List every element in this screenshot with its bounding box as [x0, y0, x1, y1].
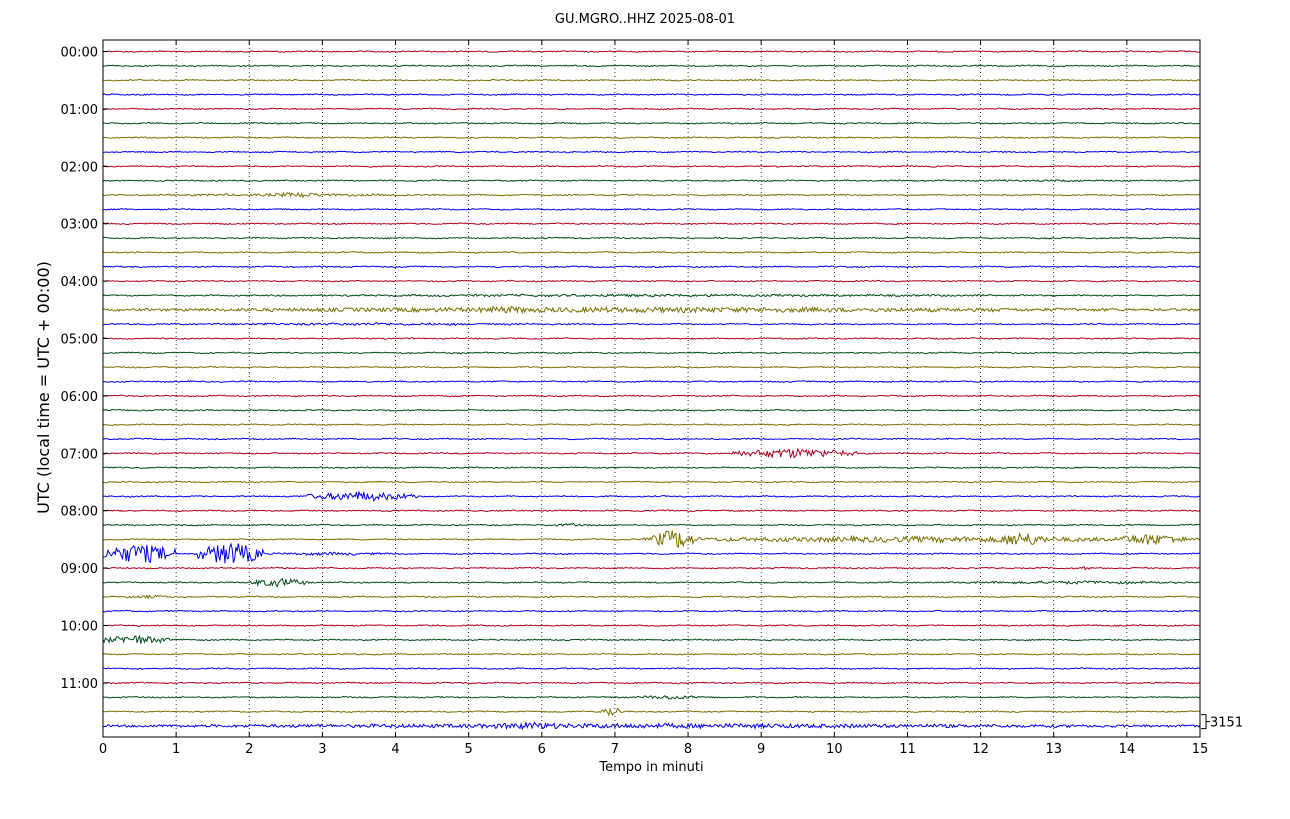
scale-bar: 3151 [1201, 714, 1243, 731]
y-tick-label: 02:00 [61, 160, 98, 175]
trace-23 [102, 380, 1201, 383]
x-tick-label: 4 [391, 742, 399, 757]
trace-29 [102, 466, 1201, 470]
trace-30 [102, 480, 1201, 484]
x-tick-label: 13 [1045, 742, 1062, 757]
x-axis-label: Tempo in minuti [598, 760, 703, 775]
trace-42 [102, 652, 1201, 656]
trace-36 [102, 566, 1201, 571]
trace-1 [102, 64, 1201, 68]
y-axis-label: UTC (local time = UTC + 00:00) [34, 261, 53, 514]
x-tick-label: 10 [826, 742, 843, 757]
plot-frame [102, 39, 1201, 738]
seismic-traces [102, 50, 1201, 731]
trace-8 [102, 164, 1201, 168]
trace-6 [102, 136, 1201, 139]
trace-2 [102, 78, 1201, 82]
trace-19 [102, 322, 1201, 326]
trace-41 [102, 634, 1201, 644]
x-tick-label: 0 [99, 742, 107, 757]
trace-37 [102, 577, 1201, 588]
x-tick-label: 9 [757, 742, 765, 757]
y-tick-label: 04:00 [61, 275, 98, 290]
trace-21 [102, 351, 1201, 355]
trace-26 [102, 423, 1201, 427]
x-tick-label: 3 [318, 742, 326, 757]
trace-35 [102, 542, 1201, 564]
trace-22 [102, 365, 1201, 369]
trace-11 [102, 207, 1201, 211]
y-tick-label: 10:00 [61, 620, 98, 635]
trace-18 [102, 305, 1201, 315]
trace-25 [102, 408, 1201, 412]
y-tick-label: 01:00 [61, 103, 98, 118]
trace-24 [102, 394, 1201, 398]
trace-4 [102, 107, 1201, 111]
x-tick-label: 7 [611, 742, 619, 757]
trace-33 [102, 522, 1201, 527]
y-tick-label: 09:00 [61, 562, 98, 577]
trace-38 [102, 594, 1201, 600]
trace-14 [102, 251, 1201, 254]
x-tick-label: 11 [899, 742, 916, 757]
trace-10 [102, 191, 1201, 199]
y-tick-label: 03:00 [61, 218, 98, 233]
y-tick-label: 07:00 [61, 447, 98, 462]
y-tick-label: 11:00 [61, 677, 98, 692]
trace-43 [102, 667, 1201, 670]
trace-13 [102, 236, 1201, 240]
grid-lines [175, 40, 1128, 737]
trace-3 [102, 93, 1201, 96]
y-axis-ticks: 00:00 01:00 02:00 03:00 04:00 05:00 06:00 07:00… [61, 46, 108, 692]
trace-46 [102, 707, 1201, 717]
chart-title: GU.MGRO..HHZ 2025-08-01 [554, 12, 736, 27]
trace-20 [102, 337, 1201, 340]
trace-31 [102, 490, 1201, 502]
trace-47 [102, 721, 1201, 731]
trace-5 [102, 121, 1201, 125]
x-tick-label: 2 [245, 742, 253, 757]
trace-27 [102, 437, 1201, 441]
y-tick-label: 08:00 [61, 505, 98, 520]
x-tick-label: 6 [538, 742, 546, 757]
trace-7 [102, 150, 1201, 154]
trace-44 [102, 681, 1201, 685]
y-tick-label: 05:00 [61, 333, 98, 348]
trace-12 [102, 222, 1201, 226]
trace-17 [102, 293, 1201, 298]
trace-28 [102, 447, 1201, 459]
trace-15 [102, 265, 1201, 269]
trace-39 [102, 609, 1201, 613]
trace-9 [102, 179, 1201, 183]
x-axis-ticks: 0 1 2 3 4 5 6 7 8 9 10 11 12 13 14 15 [99, 40, 1208, 757]
trace-0 [102, 50, 1201, 53]
x-tick-label: 5 [465, 742, 473, 757]
x-tick-label: 1 [172, 742, 180, 757]
scale-value: 3151 [1210, 716, 1243, 731]
x-tick-label: 15 [1192, 742, 1209, 757]
y-tick-label: 00:00 [61, 46, 98, 61]
x-tick-label: 14 [1119, 742, 1136, 757]
x-tick-label: 12 [972, 742, 989, 757]
trace-45 [102, 695, 1201, 700]
scale-bracket [1201, 714, 1210, 730]
y-tick-label: 06:00 [61, 390, 98, 405]
x-tick-label: 8 [684, 742, 692, 757]
trace-40 [102, 624, 1201, 627]
trace-32 [102, 509, 1201, 513]
trace-34 [102, 530, 1201, 549]
trace-16 [102, 279, 1201, 283]
